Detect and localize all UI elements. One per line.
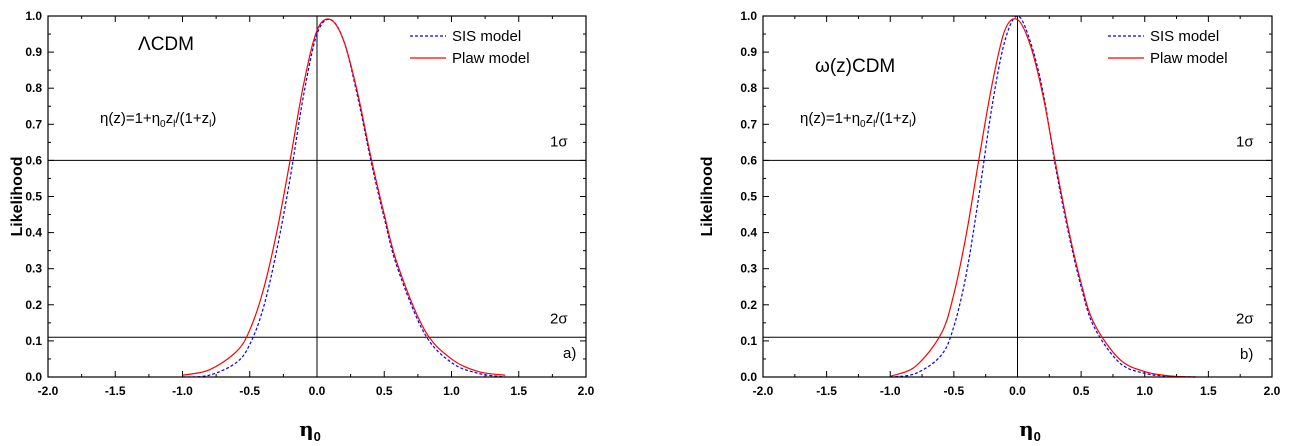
x-tick-label: 0.5 xyxy=(1073,384,1090,398)
x-tick-label: 1.0 xyxy=(1136,384,1153,398)
plot-frame xyxy=(47,15,587,378)
y-tick-label: 0.9 xyxy=(740,45,757,59)
x-axis-title-main: η xyxy=(1019,417,1034,441)
equation-sub: 0 xyxy=(860,119,866,130)
x-tick-label: 2.0 xyxy=(578,384,595,398)
sigma-label: 2σ xyxy=(550,310,568,327)
y-tick-label: 1.0 xyxy=(740,9,757,23)
y-tick-label: 0.0 xyxy=(25,370,42,384)
equation-part: η(z)=1+η xyxy=(800,110,860,127)
series-line-plaw xyxy=(890,18,1196,378)
sigma-label: 2σ xyxy=(1236,310,1254,327)
equation-part: /(1+z xyxy=(175,110,209,127)
equation-part: ) xyxy=(911,110,916,127)
series-line-sis xyxy=(890,15,1196,378)
equation-sub: 0 xyxy=(160,119,166,130)
x-tick-label: 1.5 xyxy=(510,384,527,398)
series-line-plaw xyxy=(182,18,506,376)
x-tick-label: 2.0 xyxy=(1264,384,1281,398)
x-tick-label: 0.5 xyxy=(376,384,393,398)
x-tick-label: 1.0 xyxy=(443,384,460,398)
y-tick-label: 0.5 xyxy=(25,190,42,204)
x-tick-label: -0.5 xyxy=(944,384,965,398)
x-tick-label: 0.0 xyxy=(309,384,326,398)
y-tick-label: 0.2 xyxy=(740,298,757,312)
legend-label: Plaw model xyxy=(452,50,530,67)
x-tick-label: 1.5 xyxy=(1200,384,1217,398)
y-tick-label: 0.1 xyxy=(740,334,757,348)
y-tick-label: 1.0 xyxy=(25,9,42,23)
y-tick-label: 0.2 xyxy=(25,298,42,312)
y-tick-label: 0.5 xyxy=(740,190,757,204)
legend: SIS model Plaw model xyxy=(1108,28,1228,67)
x-tick-label: -2.0 xyxy=(753,384,774,398)
legend-label: Plaw model xyxy=(1150,50,1228,67)
y-tick-label: 0.8 xyxy=(25,81,42,95)
y-axis-title: Likelihood xyxy=(9,157,26,237)
model-label: ω(z)CDM xyxy=(815,56,895,77)
equation-sub: l xyxy=(873,119,875,130)
y-tick-label: 0.7 xyxy=(25,117,42,131)
y-tick-label: 0.4 xyxy=(740,226,757,240)
x-tick-label: -2.0 xyxy=(38,384,59,398)
x-tick-label: -1.5 xyxy=(105,384,126,398)
equation-part: η(z)=1+η xyxy=(100,110,160,127)
y-tick-label: 0.0 xyxy=(740,370,757,384)
model-label: ΛCDM xyxy=(138,34,194,55)
chart-panel-b: -2.0 -1.5 -1.0 -0.5 0.0 0.5 1.0 1.5 2.0 0.0 0.1 0.2… xyxy=(699,9,1281,444)
x-tick-label: -1.0 xyxy=(172,384,193,398)
equation-sub: l xyxy=(173,119,175,130)
chart-panel-a: -2.0 -1.5 -1.0 -0.5 0.0 0.5 1.0 1.5 2.0 0.0 0.1 0.2… xyxy=(9,9,595,444)
y-tick-label: 0.6 xyxy=(25,153,42,167)
y-tick-label: 0.7 xyxy=(740,117,757,131)
equation-part: z xyxy=(866,110,874,127)
y-tick-label: 0.9 xyxy=(25,45,42,59)
legend: SIS model Plaw model xyxy=(410,28,530,67)
legend-label: SIS model xyxy=(452,28,521,45)
x-tick-label: -1.5 xyxy=(816,384,837,398)
x-axis-title: η0 xyxy=(299,417,321,444)
equation-sub: l xyxy=(209,119,211,130)
panel-tag: b) xyxy=(1240,346,1253,363)
y-axis-title: Likelihood xyxy=(699,157,716,237)
x-tick-label: -0.5 xyxy=(239,384,260,398)
x-axis-title-main: η xyxy=(299,417,314,441)
panel-tag: a) xyxy=(563,345,576,362)
x-tick-label: 0.0 xyxy=(1009,384,1026,398)
plot-frame xyxy=(762,15,1273,378)
sigma-label: 1σ xyxy=(550,133,568,150)
y-tick-label: 0.6 xyxy=(740,153,757,167)
equation-part: z xyxy=(166,110,174,127)
y-tick-label: 0.4 xyxy=(25,226,42,240)
x-axis-title: η0 xyxy=(1019,417,1041,444)
y-tick-label: 0.8 xyxy=(740,81,757,95)
y-tick-label: 0.3 xyxy=(25,262,42,276)
equation-sub: l xyxy=(909,119,911,130)
x-axis-title-sub: 0 xyxy=(314,429,321,444)
y-tick-label: 0.3 xyxy=(740,262,757,276)
x-axis-title-sub: 0 xyxy=(1034,429,1041,444)
equation-label: η(z)=1+η0zl/(1+zl) xyxy=(800,110,916,130)
y-tick-label: 0.1 xyxy=(25,334,42,348)
equation-part: ) xyxy=(211,110,216,127)
equation-label: η(z)=1+η0zl/(1+zl) xyxy=(100,110,216,130)
legend-label: SIS model xyxy=(1150,28,1219,45)
sigma-label: 1σ xyxy=(1236,133,1254,150)
series-line-sis xyxy=(182,18,506,378)
x-tick-label: -1.0 xyxy=(880,384,901,398)
equation-part: /(1+z xyxy=(875,110,909,127)
